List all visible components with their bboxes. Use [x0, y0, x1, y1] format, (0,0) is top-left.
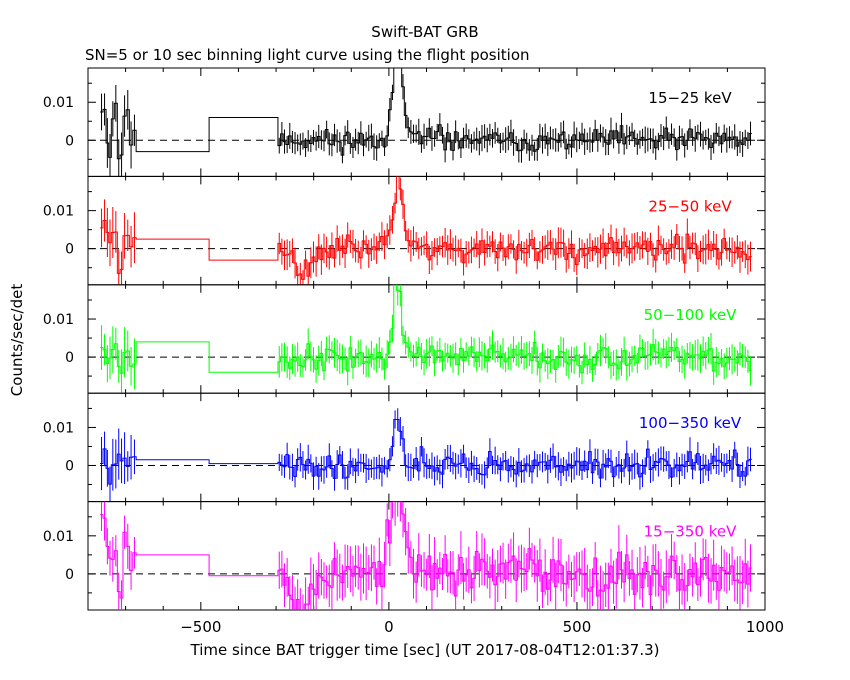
x-tick-label: 0 [384, 618, 394, 636]
series-line [100, 176, 752, 280]
panel-frame [87, 175, 766, 286]
y-tick-label: 0.01 [43, 312, 74, 328]
series-15−25 keV [100, 68, 752, 177]
y-tick-label: 0 [65, 458, 74, 474]
y-tick-label: 0 [65, 133, 74, 149]
y-tick-label: 0 [65, 350, 74, 366]
series-50−100 keV [100, 284, 752, 394]
y-axis-label: Counts/sec/det [8, 284, 26, 397]
series-line [100, 418, 752, 485]
series-100−350 keV [100, 408, 752, 502]
y-tick-label: 0.01 [43, 95, 74, 111]
y-tick-label: 0.01 [43, 420, 74, 436]
y-tick-label: 0 [65, 242, 74, 258]
chart-title: Swift-BAT GRB [371, 23, 478, 41]
x-tick-label: 500 [563, 618, 592, 636]
x-axis-label: Time since BAT trigger time [sec] (UT 20… [190, 641, 660, 659]
y-tick-label: 0 [65, 567, 74, 583]
panel-legend-label: 15−25 keV [648, 89, 732, 107]
chart-subtitle: SN=5 or 10 sec binning light curve using… [85, 46, 530, 64]
x-tick-label: −500 [180, 618, 221, 636]
series-line [100, 284, 752, 374]
y-tick-label: 0.01 [43, 529, 74, 545]
panels-group: 0 0.01 15−25 keV 0 0.01 25−50 keV 0 0.01 50−100 … [43, 67, 784, 636]
x-tick-label: 1000 [746, 618, 784, 636]
panel-legend-label: 50−100 keV [644, 306, 737, 324]
series-25−50 keV [100, 176, 752, 285]
panel-legend-label: 100−350 keV [639, 414, 742, 432]
panel-legend-label: 25−50 keV [648, 197, 732, 215]
panel-frame [87, 67, 766, 177]
series-15−350 keV [100, 501, 752, 611]
series-line [100, 501, 752, 611]
y-tick-label: 0.01 [43, 204, 74, 220]
panel-legend-label: 15−350 keV [644, 523, 737, 541]
series-line [100, 68, 752, 160]
